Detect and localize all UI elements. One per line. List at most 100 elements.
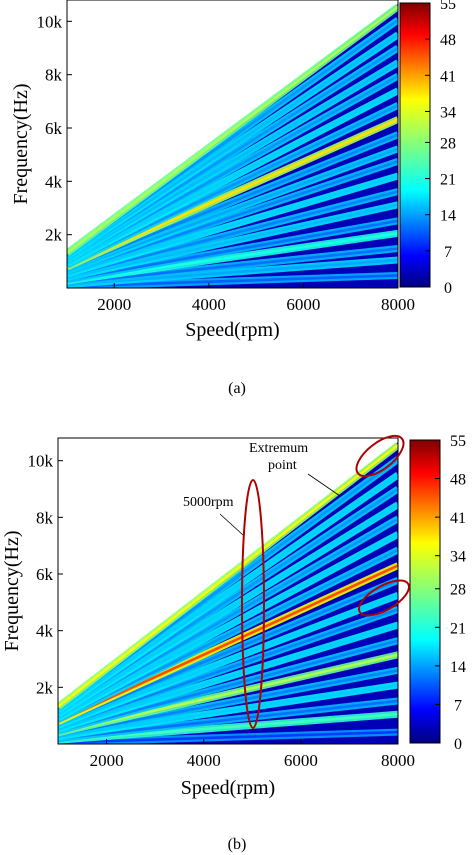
y-tick-label: 10k — [28, 452, 54, 471]
x-axis-label: Speed(rpm) — [185, 319, 279, 341]
x-tick-label: 8000 — [381, 751, 415, 770]
colorbar-tick-label: 48 — [440, 32, 456, 49]
order-line — [58, 501, 398, 718]
panel-a-caption: (a) — [228, 380, 246, 397]
colorbar-tick-label: 34 — [450, 549, 466, 566]
order-line — [67, 145, 398, 274]
colorbar — [399, 2, 431, 288]
colorbar-tick-label: 14 — [440, 208, 456, 225]
order-line — [58, 546, 398, 723]
order-line — [67, 172, 398, 278]
colorbar-tick-label: 21 — [440, 172, 456, 189]
order-line — [67, 102, 398, 269]
panel-b-caption: (b) — [228, 836, 247, 853]
order-line-core — [58, 639, 398, 733]
x-tick-label: 8000 — [381, 295, 415, 314]
plot-frame — [57, 437, 399, 745]
order-line-core — [58, 564, 398, 723]
colorbar-tick-label: 34 — [440, 104, 456, 121]
order-line — [67, 131, 398, 273]
y-tick-label: 8k — [36, 508, 54, 527]
colorbar-tick-label: 41 — [450, 510, 466, 527]
order-line — [58, 651, 398, 737]
colorbar-tick-label: 55 — [450, 433, 466, 450]
order-line-core — [58, 730, 398, 744]
order-line-core — [58, 548, 398, 721]
y-tick-label: 8k — [45, 66, 63, 85]
order-line — [58, 681, 398, 741]
x-tick-label: 2000 — [90, 751, 124, 770]
order-line-core — [58, 699, 398, 740]
colorbar-tick-label: 48 — [450, 472, 466, 489]
order-line — [58, 531, 398, 721]
order-line — [67, 188, 398, 280]
colorbar-tick-label: 28 — [450, 582, 466, 599]
x-axis-label: Speed(rpm) — [181, 777, 275, 799]
x-tick-label: 6000 — [284, 751, 318, 770]
order-line — [67, 245, 398, 287]
colorbar-ticks: 0 7 14 21 28 34 41 48 55 — [425, 0, 456, 297]
order-line — [58, 577, 398, 727]
y-tick-label: 6k — [36, 565, 54, 584]
annotation-extremum-label-line1: Extremum — [249, 441, 308, 456]
y-tick-label: 10k — [37, 12, 63, 31]
order-line-core — [58, 579, 398, 725]
order-line-core — [67, 104, 398, 267]
annotation-5000rpm-label: 5000rpm — [183, 495, 234, 510]
order-line — [58, 666, 398, 739]
order-line — [58, 562, 398, 725]
plot-frame — [66, 0, 399, 289]
y-axis-label: Frequency(Hz) — [10, 83, 32, 204]
colorbar-tick-label: 41 — [440, 68, 456, 85]
order-line — [58, 621, 398, 733]
annotation-ellipse-6k-order — [358, 579, 410, 617]
annotation-ellipse-extremum — [355, 434, 405, 478]
x-axis-ticks: 2000 4000 6000 8000 — [97, 283, 415, 314]
order-line-core — [67, 133, 398, 271]
colorbar-tick-label: 14 — [450, 659, 466, 676]
order-line — [58, 591, 398, 729]
y-axis-ticks: 2k 4k 6k 8k 10k — [37, 12, 72, 245]
annotation-5000rpm-leader — [219, 513, 244, 536]
order-line — [58, 697, 398, 743]
order-lines — [67, 3, 398, 288]
annotation-extremum-leader — [307, 473, 341, 497]
order-line — [67, 217, 398, 284]
order-line-core — [58, 653, 398, 735]
colorbar-tick-label: 7 — [444, 244, 452, 261]
y-tick-label: 6k — [45, 119, 63, 138]
order-lines — [58, 442, 398, 744]
order-line — [67, 271, 398, 288]
order-line-core — [58, 623, 398, 731]
colorbar-tick-label: 7 — [454, 697, 462, 714]
colorbar-tick-label: 21 — [450, 620, 466, 637]
x-axis-ticks: 2000 4000 6000 8000 — [90, 739, 415, 770]
order-line-core — [67, 5, 398, 254]
order-line-core — [67, 147, 398, 272]
order-line — [67, 3, 398, 256]
y-tick-label: 4k — [45, 172, 63, 191]
order-line-core — [67, 247, 398, 285]
x-tick-label: 6000 — [286, 295, 320, 314]
order-line-core — [58, 669, 398, 737]
order-line — [58, 710, 398, 744]
annotation-ellipse-5000rpm — [241, 479, 265, 729]
order-line-core — [58, 503, 398, 716]
colorbar-tick-label: 55 — [440, 0, 456, 13]
order-line-core — [67, 274, 398, 288]
x-tick-label: 4000 — [192, 295, 226, 314]
order-line-core — [67, 219, 398, 281]
colorbar — [409, 439, 441, 744]
order-line-core — [58, 683, 398, 738]
order-line — [58, 728, 398, 744]
order-line-core — [58, 444, 398, 708]
y-tick-label: 2k — [36, 678, 54, 697]
order-line — [58, 442, 398, 710]
x-tick-label: 4000 — [187, 751, 221, 770]
y-axis-label: Frequency(Hz) — [1, 530, 23, 651]
order-line-core — [58, 594, 398, 727]
order-line — [58, 637, 398, 735]
